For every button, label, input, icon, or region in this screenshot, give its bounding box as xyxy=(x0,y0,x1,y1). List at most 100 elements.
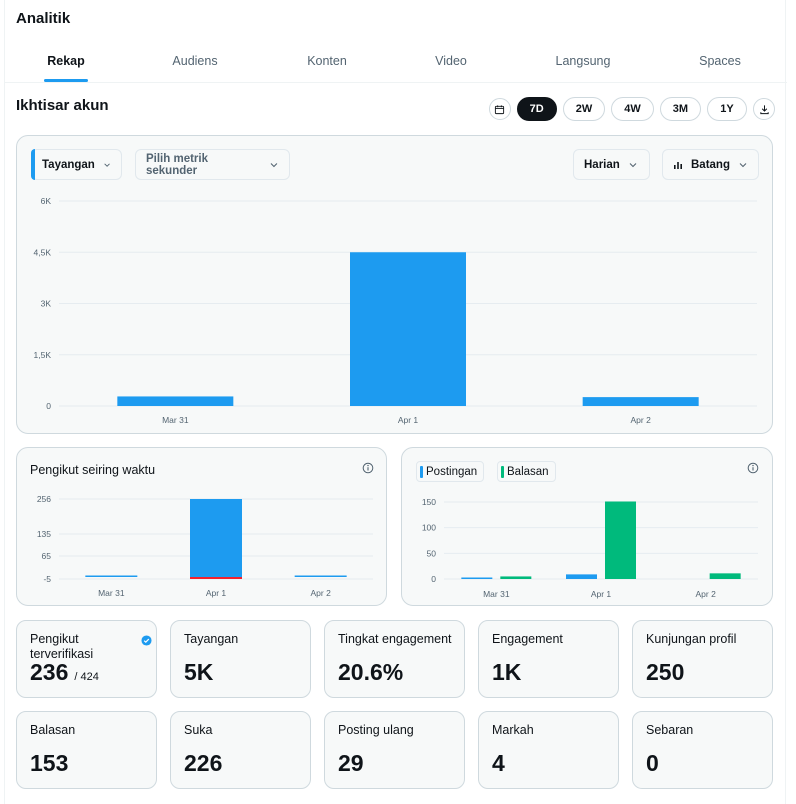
tab-video[interactable]: Video xyxy=(411,40,491,83)
x-tick-label: Apr 2 xyxy=(311,588,332,598)
x-tick-label: Apr 2 xyxy=(631,415,652,425)
tab-audiens[interactable]: Audiens xyxy=(155,40,235,83)
section-title: Ikhtisar akun xyxy=(16,97,109,114)
x-tick-label: Mar 31 xyxy=(162,415,189,425)
interval-dropdown[interactable]: Harian xyxy=(573,149,650,180)
followers-chart-card: Pengikut seiring waktu -5 65 135 256 Mar 31 A… xyxy=(16,447,387,606)
calendar-button[interactable] xyxy=(488,98,511,120)
stat-value: 236 / 424 xyxy=(30,659,99,686)
bar xyxy=(294,575,347,577)
y-tick-label: 100 xyxy=(422,523,436,533)
stat-value: 0 xyxy=(646,750,659,776)
bar xyxy=(566,574,597,579)
stat-label: Balasan xyxy=(30,723,76,737)
impressions-bar-chart: 0 1,5K 3K 4,5K 6K Mar 31 Apr 1 Apr 2 xyxy=(34,196,757,425)
x-tick-label: Mar 31 xyxy=(483,589,510,599)
dropdown-label: Harian xyxy=(584,158,620,171)
legend-label: Balasan xyxy=(507,465,549,478)
bar xyxy=(709,573,741,579)
tab-spaces[interactable]: Spaces xyxy=(680,40,760,83)
tab-bar: Rekap Audiens Konten Video Langsung Spac… xyxy=(5,40,787,83)
chevron-down-icon xyxy=(104,162,110,167)
tab-label: Langsung xyxy=(555,54,611,68)
stat-label: Markah xyxy=(492,723,534,737)
verified-badge-icon xyxy=(141,635,152,646)
tab-label: Audiens xyxy=(172,54,218,68)
x-tick-label: Mar 31 xyxy=(98,588,125,598)
stat-label: Pengikut terverifikasi xyxy=(30,632,94,661)
legend-balasan[interactable]: Balasan xyxy=(497,461,556,482)
info-icon[interactable] xyxy=(362,462,374,474)
negative-bar xyxy=(190,577,242,579)
stat-value: 250 xyxy=(646,659,685,685)
tab-rekap[interactable]: Rekap xyxy=(26,40,106,83)
range-7d-button[interactable]: 7D xyxy=(516,97,557,121)
range-4w-button[interactable]: 4W xyxy=(611,97,654,121)
stat-value: 153 xyxy=(30,750,69,776)
main-chart-card: Tayangan Pilih metrik sekunder Harian Ba… xyxy=(16,135,773,434)
legend-swatch xyxy=(420,466,423,478)
info-icon[interactable] xyxy=(747,462,759,474)
tab-langsung[interactable]: Langsung xyxy=(543,40,623,83)
stat-label: Engagement xyxy=(492,632,563,646)
y-tick-label: 256 xyxy=(37,494,51,504)
bar xyxy=(85,575,138,577)
y-tick-label: 150 xyxy=(422,497,436,507)
tab-konten[interactable]: Konten xyxy=(287,40,367,83)
posts-replies-bar-chart: 0 50 100 150 Mar 31 Apr 1 Apr 2 xyxy=(422,497,758,599)
y-tick-label: 4,5K xyxy=(34,247,52,257)
analytics-page: Analitik Rekap Audiens Konten Video Lang… xyxy=(4,0,787,804)
range-1y-button[interactable]: 1Y xyxy=(707,97,747,121)
range-3m-button[interactable]: 3M xyxy=(659,97,701,121)
chevron-down-icon xyxy=(629,162,637,167)
stat-value: 226 xyxy=(184,750,223,776)
bar xyxy=(605,501,636,579)
stat-likes: Suka 226 xyxy=(170,711,311,789)
y-tick-label: 0 xyxy=(431,574,436,584)
y-tick-label: 135 xyxy=(37,529,51,539)
y-tick-label: 65 xyxy=(42,551,52,561)
stat-label: Tayangan xyxy=(184,632,239,646)
date-range-selector: 7D 2W 4W 3M 1Y xyxy=(488,97,775,121)
stat-label: Sebaran xyxy=(646,723,694,737)
legend-swatch xyxy=(501,466,504,478)
stat-replies: Balasan 153 xyxy=(16,711,157,789)
followers-bar-chart: -5 65 135 256 Mar 31 Apr 1 Apr 2 xyxy=(37,494,373,598)
stat-value: 4 xyxy=(492,750,505,776)
stat-bookmarks: Markah 4 xyxy=(478,711,619,789)
stat-number: 236 xyxy=(30,659,69,685)
stat-engagement-rate: Tingkat engagement 20.6% xyxy=(324,620,465,698)
stat-value: 29 xyxy=(338,750,364,776)
bar xyxy=(190,499,242,577)
stat-impressions: Tayangan 5K xyxy=(170,620,311,698)
stat-profile-visits: Kunjungan profil 250 xyxy=(632,620,773,698)
posts-chart-card: Postingan Balasan 0 50 100 150 Mar 31 Apr 1 Ap… xyxy=(401,447,773,606)
tab-label: Video xyxy=(435,54,467,68)
chevron-down-icon xyxy=(739,162,747,167)
y-tick-label: 50 xyxy=(427,548,437,558)
range-2w-button[interactable]: 2W xyxy=(562,97,606,121)
legend-label: Postingan xyxy=(426,465,478,478)
legend-postingan[interactable]: Postingan xyxy=(416,461,485,482)
stat-label: Tingkat engagement xyxy=(338,632,452,646)
bar xyxy=(117,396,234,406)
secondary-metric-dropdown[interactable]: Pilih metrik sekunder xyxy=(135,149,290,180)
stat-value: 5K xyxy=(184,659,214,685)
stat-value: 20.6% xyxy=(338,659,404,685)
stat-total: / 424 xyxy=(74,671,99,683)
stat-reposts: Posting ulang 29 xyxy=(324,711,465,789)
calendar-icon xyxy=(495,104,505,114)
y-tick-label: 1,5K xyxy=(34,350,52,360)
x-tick-label: Apr 1 xyxy=(206,588,227,598)
y-tick-label: -5 xyxy=(43,574,51,584)
chart-type-dropdown[interactable]: Batang xyxy=(662,149,759,180)
primary-metric-dropdown[interactable]: Tayangan xyxy=(31,149,122,180)
active-tab-indicator xyxy=(44,79,88,82)
download-button[interactable] xyxy=(753,98,775,120)
chevron-down-icon xyxy=(270,162,278,167)
dropdown-label: Tayangan xyxy=(42,158,95,171)
bar-chart-icon xyxy=(674,161,682,169)
x-tick-label: Apr 1 xyxy=(591,589,612,599)
stat-label: Kunjungan profil xyxy=(646,632,737,646)
tab-label: Spaces xyxy=(699,54,741,68)
